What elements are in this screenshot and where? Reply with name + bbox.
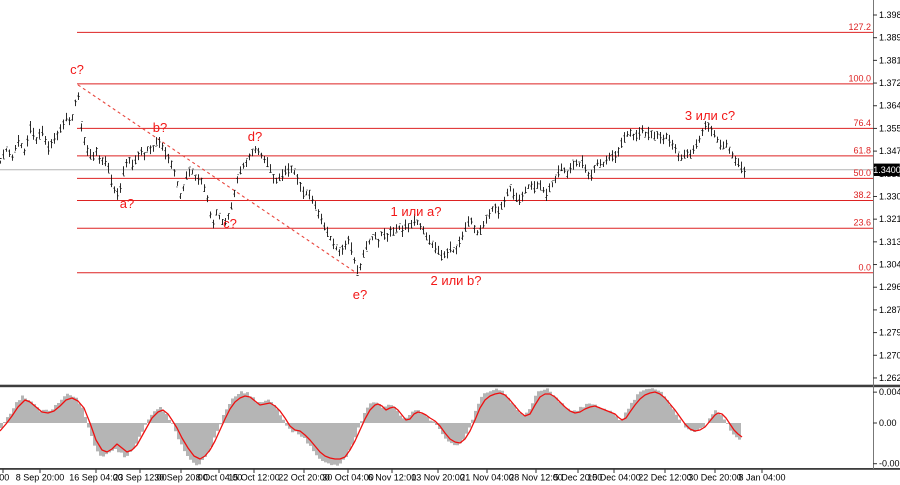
wave-label-2: a?	[120, 196, 134, 211]
time-label: 23 Sep 12:00	[113, 473, 167, 483]
price-label: 1.3130	[879, 237, 900, 247]
fib-label-61.8: 61.8	[853, 145, 871, 155]
time-label: 15 Dec 04:00	[587, 473, 641, 483]
time-label: 30 Oct 04:00	[322, 473, 374, 483]
price-bars	[0, 92, 746, 277]
current-price-badge-text: 1.3400	[873, 165, 900, 175]
price-label: 1.3470	[879, 146, 900, 156]
fib-label-0.0: 0.0	[858, 262, 871, 272]
wave-label-3: d?	[248, 129, 262, 144]
price-label: 1.2790	[879, 328, 900, 338]
price-label: 1.3555	[879, 123, 900, 133]
time-label: 30 Dec 20:00	[688, 473, 742, 483]
price-label: 1.3980	[879, 10, 900, 20]
fib-label-127.2: 127.2	[848, 22, 871, 32]
fib-label-100.0: 100.0	[848, 73, 871, 83]
fib-label-23.6: 23.6	[853, 218, 871, 228]
price-label: 1.3215	[879, 214, 900, 224]
time-label: :00	[0, 473, 9, 483]
wave-label-7: 2 или b?	[430, 273, 481, 288]
time-label: 8 Jan 04:00	[738, 473, 785, 483]
price-label: 1.3300	[879, 191, 900, 201]
indicator-axis-label: 0.00417	[879, 387, 900, 397]
price-pane[interactable]: 0.0 23.6 38.2 50.0 61.8 76.4 100.0 127.2	[0, 22, 873, 277]
fib-label-76.4: 76.4	[853, 118, 871, 128]
wave-label-6: 1 или a?	[390, 204, 441, 219]
price-label: 1.3810	[879, 55, 900, 65]
indicator-signal-line	[0, 391, 743, 460]
indicator-axis-label: -0.0055	[879, 459, 900, 469]
price-label: 1.2705	[879, 350, 900, 360]
time-label: 6 Nov 12:00	[368, 473, 417, 483]
fib-label-38.2: 38.2	[853, 190, 871, 200]
indicator-axis: 0.00417 0.00 -0.0055	[873, 387, 900, 469]
current-price-badge	[873, 163, 900, 176]
pane-separator[interactable]	[0, 384, 900, 388]
time-label: 22 Dec 12:00	[638, 473, 692, 483]
price-label: 1.3045	[879, 260, 900, 270]
time-label: 5 Dec 20:00	[554, 473, 603, 483]
time-label: 22 Oct 20:00	[278, 473, 330, 483]
time-label: 13 Nov 20:00	[411, 473, 465, 483]
time-label: 15 Oct 12:00	[228, 473, 280, 483]
wave-annotations: c? b? a? d? c? e? 1 или a? 2 или b? 3 или c?	[70, 62, 735, 302]
time-label: 8 Sep 20:00	[16, 473, 65, 483]
fib-label-50.0: 50.0	[853, 168, 871, 178]
price-label: 1.3895	[879, 33, 900, 43]
wave-label-1: b?	[153, 120, 167, 135]
time-label: 28 Nov 12:00	[509, 473, 563, 483]
fib-trendline[interactable]	[77, 84, 358, 274]
time-label: 8 Oct 04:00	[196, 473, 243, 483]
time-label: 30 Sep 20:00	[154, 473, 208, 483]
price-label: 1.2960	[879, 282, 900, 292]
indicator-pane[interactable]	[0, 388, 743, 466]
price-label: 1.2875	[879, 305, 900, 315]
wave-label-4: c?	[223, 216, 237, 231]
time-label: 16 Sep 04:00	[69, 473, 123, 483]
wave-label-0: c?	[70, 62, 84, 77]
wave-label-5: e?	[353, 287, 367, 302]
price-label: 1.3640	[879, 101, 900, 111]
indicator-histogram	[0, 388, 741, 466]
time-label: 21 Nov 04:00	[460, 473, 514, 483]
bottom-axis-line	[0, 468, 900, 470]
price-label: 1.3725	[879, 78, 900, 88]
price-axis[interactable]: 1.3980 1.3895 1.3810 1.3725 1.3640 1.3555 1.34…	[873, 10, 900, 383]
indicator-axis-label: 0.00	[879, 418, 897, 428]
pane-separators	[0, 0, 900, 470]
wave-label-8: 3 или c?	[685, 108, 735, 123]
price-label: 1.2620	[879, 373, 900, 383]
